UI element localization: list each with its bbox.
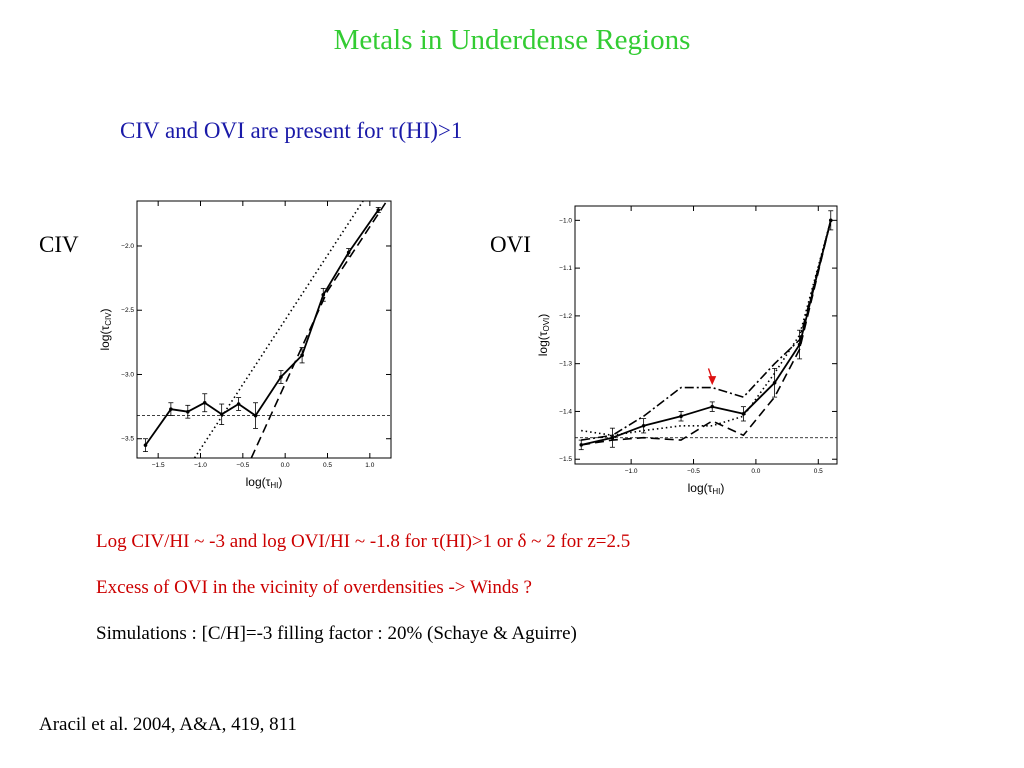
data-point — [321, 293, 326, 297]
data-point — [300, 353, 304, 357]
y-axis-label-subscript: OVI — [542, 318, 551, 332]
data-point — [741, 412, 746, 416]
data-point — [376, 208, 381, 212]
y-axis-label: log(τOVI) — [536, 314, 551, 357]
y-axis-label-subscript: CIV — [104, 312, 113, 326]
civ-chart: −1.5 −1.0 −0.5 0.0 0.5 1.0 −3.5 −3.0 −2.5 −2.0 log… — [98, 200, 392, 490]
x-axis-label-main: log(τ — [688, 481, 713, 495]
y-tick-label: −1.0 — [559, 217, 572, 224]
data-point — [772, 380, 777, 385]
x-tick-label: −0.5 — [687, 468, 700, 475]
slide-title: Metals in Underdense Regions — [333, 24, 691, 56]
x-tick-label: −1.0 — [194, 462, 207, 469]
x-axis-label-close: ) — [278, 475, 282, 489]
series-line-solid-with-errorbars — [580, 220, 832, 446]
reference-citation: Aracil et al. 2004, A&A, 419, 811 — [39, 714, 297, 735]
data-point — [679, 414, 683, 419]
bullet-ratio-statement: Log CIV/HI ~ -3 and log OVI/HI ~ -1.8 fo… — [96, 531, 631, 552]
y-axis-label-main: log(τ — [536, 331, 550, 356]
ovi-chart: −1.0 −0.5 0.0 0.5 −1.5 −1.4 −1.3 −1.2 −1.1 −1.0 lo… — [536, 205, 838, 496]
data-point — [202, 400, 207, 405]
data-point — [236, 402, 241, 406]
ovi-panel-label: OVI — [490, 232, 531, 257]
y-tick-label: −3.0 — [121, 371, 134, 378]
bullet-simulations: Simulations : [C/H]=-3 filling factor : … — [96, 623, 577, 644]
annotation-arrow-head — [708, 376, 717, 386]
plot-area — [575, 210, 837, 451]
series-line-dotted — [193, 201, 364, 458]
y-axis-label: log(τCIV) — [98, 308, 113, 350]
series-line-dash-dot — [581, 220, 832, 441]
x-tick-label: 0.5 — [814, 468, 823, 475]
x-axis-label: log(τHI) — [688, 481, 725, 496]
y-tick-label: −1.5 — [559, 456, 572, 463]
data-point — [641, 423, 646, 428]
x-axis-label-subscript: HI — [712, 487, 720, 496]
series-line-dashed — [250, 201, 388, 458]
data-point — [710, 404, 715, 409]
y-tick-label: −1.2 — [559, 313, 572, 320]
slide-subtitle: CIV and OVI are present for τ(HI)>1 — [120, 118, 463, 143]
x-tick-label: 0.0 — [281, 462, 290, 469]
series-line-dotted — [581, 220, 832, 437]
x-tick-label: −0.5 — [236, 462, 249, 469]
x-axis-label-subscript: HI — [270, 481, 278, 490]
y-tick-label: −1.3 — [559, 361, 572, 368]
x-axis-label-main: log(τ — [246, 475, 271, 489]
x-tick-label: 0.0 — [751, 468, 760, 475]
series-line-dashed — [581, 220, 832, 446]
data-point — [143, 443, 148, 447]
civ-panel-label: CIV — [39, 232, 79, 257]
data-point — [253, 413, 258, 418]
y-tick-label: −3.5 — [121, 436, 134, 443]
data-point — [346, 250, 351, 255]
plot-area — [137, 201, 391, 458]
x-tick-label: 1.0 — [365, 462, 374, 469]
data-point — [169, 407, 173, 411]
y-axis-label-close: ) — [98, 308, 112, 312]
plot-frame — [136, 200, 392, 459]
x-tick-label: −1.5 — [152, 462, 165, 469]
y-tick-label: −1.1 — [559, 265, 572, 272]
x-tick-label: −1.0 — [625, 468, 638, 475]
y-tick-label: −2.0 — [121, 243, 134, 250]
series-line-solid-with-errorbars — [144, 209, 380, 446]
y-tick-label: −1.4 — [559, 408, 572, 415]
data-point — [186, 409, 190, 414]
x-tick-label: 0.5 — [323, 462, 332, 469]
plot-frame — [574, 205, 838, 465]
x-axis-label-close: ) — [720, 481, 724, 495]
y-tick-label: −2.5 — [121, 307, 134, 314]
data-point — [279, 375, 283, 379]
x-axis-label: log(τHI) — [246, 475, 283, 490]
y-axis-label-close: ) — [536, 314, 550, 318]
bullet-ovi-excess: Excess of OVI in the vicinity of overden… — [96, 577, 532, 598]
y-axis-label-main: log(τ — [98, 326, 112, 351]
